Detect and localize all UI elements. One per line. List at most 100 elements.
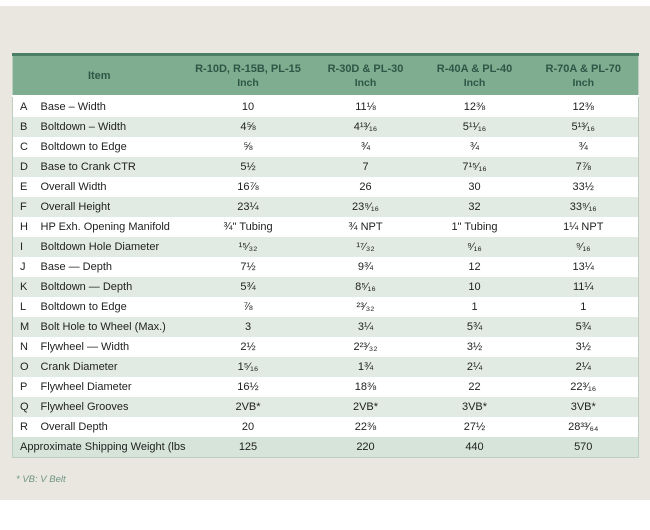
- spec-value: ¾: [578, 141, 588, 153]
- row-item-label: Overall Width: [40, 181, 107, 193]
- shipping-weight-row: Approximate Shipping Weight (lbs.) 125 220…: [12, 437, 639, 458]
- spec-value: 5½: [185, 157, 311, 177]
- header-col-3: R-40A & PL-40 Inch: [420, 54, 529, 97]
- spec-value: 22⅜: [354, 421, 377, 433]
- spec-value: 7⅞: [528, 157, 639, 177]
- row-item-label: Flywheel — Width: [40, 341, 130, 353]
- spec-value: 4⅝: [185, 117, 311, 137]
- spec-value: 20: [241, 421, 255, 433]
- spec-value: ⁹⁄₁₆: [528, 237, 639, 257]
- spec-row: C Boltdown to Edge ⅝ ¾ ¾ ¾: [13, 137, 639, 157]
- spec-value: 10: [241, 101, 255, 113]
- row-item-label: Bolt Hole to Wheel (Max.): [40, 317, 186, 337]
- spec-value: 3VB*: [528, 397, 639, 417]
- header-col-4: R-70A & PL-70 Inch: [528, 54, 639, 97]
- row-item-label: Flywheel Grooves: [40, 397, 186, 417]
- spec-value: 16½: [237, 381, 259, 393]
- spec-value: 22: [468, 381, 481, 393]
- spec-value: 2¼: [528, 357, 639, 377]
- header-col-2: R-30D & PL-30 Inch: [310, 54, 421, 97]
- spec-value: 4¹³⁄₁₆: [310, 117, 421, 137]
- spec-table-container: Item R-10D, R-15B, PL-15 Inch R-30D & PL…: [12, 53, 639, 458]
- spec-value: 9¾: [357, 261, 374, 273]
- vb-footnote: * VB: V Belt: [16, 474, 66, 485]
- row-item-label: Flywheel Diameter: [40, 381, 132, 393]
- spec-value: ⅝: [243, 141, 253, 153]
- spec-row: P Flywheel Diameter 16½ 18⅜ 22 22³⁄₁₆: [13, 377, 639, 397]
- row-letter: A: [20, 101, 28, 113]
- spec-value: 3½: [575, 341, 591, 353]
- spec-value: 3¼: [310, 317, 421, 337]
- row-letter: K: [12, 277, 41, 297]
- spec-value: 11¼: [528, 277, 639, 297]
- row-item-label: Boltdown to Edge: [40, 301, 127, 313]
- spec-value: 1¾: [310, 357, 421, 377]
- row-item-label: Overall Height: [40, 197, 186, 217]
- header-col-2-unit: Inch: [354, 77, 377, 89]
- spec-value: 2VB*: [185, 397, 311, 417]
- spec-value: 570: [528, 437, 639, 458]
- spec-value: 18⅜: [354, 381, 377, 393]
- spec-value: 28³³⁄₆₄: [568, 421, 599, 433]
- row-item-label: Boltdown – Width: [40, 117, 186, 137]
- bottom-margin: [0, 500, 650, 530]
- spec-value: 5¾: [185, 277, 311, 297]
- spec-value: ¾: [360, 141, 371, 153]
- row-letter: C: [20, 141, 28, 153]
- header-col-2-models: R-30D & PL-30: [327, 63, 404, 75]
- spec-row: O Crank Diameter 1⁵⁄₁₆ 1¾ 2¼ 2¼: [12, 357, 639, 377]
- spec-value: ¹⁵⁄₃₂: [185, 237, 311, 257]
- spec-value: ¾" Tubing: [223, 221, 273, 233]
- row-item-label: Crank Diameter: [40, 357, 186, 377]
- row-item-label: Boltdown Hole Diameter: [40, 237, 186, 257]
- row-item-label: Boltdown — Depth: [40, 277, 186, 297]
- header-row: Item R-10D, R-15B, PL-15 Inch R-30D & PL…: [12, 54, 639, 97]
- spec-value: 5¾: [528, 317, 639, 337]
- spec-row: N Flywheel — Width 2½ 2²³⁄₃₂ 3½ 3½: [13, 337, 639, 357]
- row-letter: I: [12, 237, 41, 257]
- spec-value: 2¼: [420, 357, 529, 377]
- row-letter: J: [20, 261, 26, 273]
- spec-row: I Boltdown Hole Diameter ¹⁵⁄₃₂ ¹⁷⁄₃₂ ⁹⁄₁₆ ⁹⁄₁…: [12, 237, 639, 257]
- shipping-weight-label: Approximate Shipping Weight (lbs.): [12, 437, 186, 458]
- spec-value: ⁹⁄₁₆: [420, 237, 529, 257]
- spec-value: 8⁵⁄₁₆: [310, 277, 421, 297]
- spec-value: 2²³⁄₃₂: [353, 341, 378, 353]
- spec-value: 3: [185, 317, 311, 337]
- spec-row: J Base — Depth 7½ 9¾ 12 13¼: [13, 257, 639, 277]
- spec-row: M Bolt Hole to Wheel (Max.) 3 3¼ 5¾ 5¾: [12, 317, 639, 337]
- spec-value: 30: [468, 181, 481, 193]
- spec-value: 2½: [240, 341, 256, 353]
- spec-value: 1¼ NPT: [563, 221, 604, 233]
- row-letter: Q: [12, 397, 41, 417]
- spec-row: D Base to Crank CTR 5½ 7 7¹⁵⁄₁₆ 7⅞: [12, 157, 639, 177]
- spec-row: A Base – Width 10 11⅛ 12⅜ 12⅜: [13, 96, 639, 117]
- spec-value: 27½: [463, 421, 486, 433]
- spec-value: ¹⁷⁄₃₂: [310, 237, 421, 257]
- row-item-label: Boltdown to Edge: [40, 141, 127, 153]
- spec-value: 3VB*: [420, 397, 529, 417]
- spec-row: E Overall Width 16⅞ 26 30 33½: [13, 177, 639, 197]
- spec-table: Item R-10D, R-15B, PL-15 Inch R-30D & PL…: [12, 53, 639, 458]
- spec-value: ⅞: [243, 301, 253, 313]
- spec-row: Q Flywheel Grooves 2VB* 2VB* 3VB* 3VB*: [12, 397, 639, 417]
- spec-row: B Boltdown – Width 4⅝ 4¹³⁄₁₆ 5¹¹⁄₁₆ 5¹³⁄₁₆: [12, 117, 639, 137]
- spec-value: 22³⁄₁₆: [570, 381, 597, 393]
- spec-value: 23⁹⁄₁₆: [310, 197, 421, 217]
- spec-table-body: A Base – Width 10 11⅛ 12⅜ 12⅜ B Boltdown – Widt…: [12, 96, 639, 458]
- row-letter: H: [20, 221, 28, 233]
- spec-value: 33⁹⁄₁₆: [528, 197, 639, 217]
- spec-value: 11⅛: [355, 101, 376, 113]
- row-letter: B: [12, 117, 41, 137]
- header-col-1-models: R-10D, R-15B, PL-15: [195, 63, 301, 75]
- spec-value: 1: [471, 301, 478, 313]
- spec-value: 26: [359, 181, 372, 193]
- header-col-4-unit: Inch: [572, 77, 595, 89]
- spec-row: H HP Exh. Opening Manifold ¾" Tubing ¾ NPT 1…: [13, 217, 639, 237]
- row-item-label: Overall Depth: [40, 421, 108, 433]
- spec-value: 7: [310, 157, 421, 177]
- spec-value: 440: [420, 437, 529, 458]
- spec-value: 1⁵⁄₁₆: [185, 357, 311, 377]
- row-letter: D: [12, 157, 41, 177]
